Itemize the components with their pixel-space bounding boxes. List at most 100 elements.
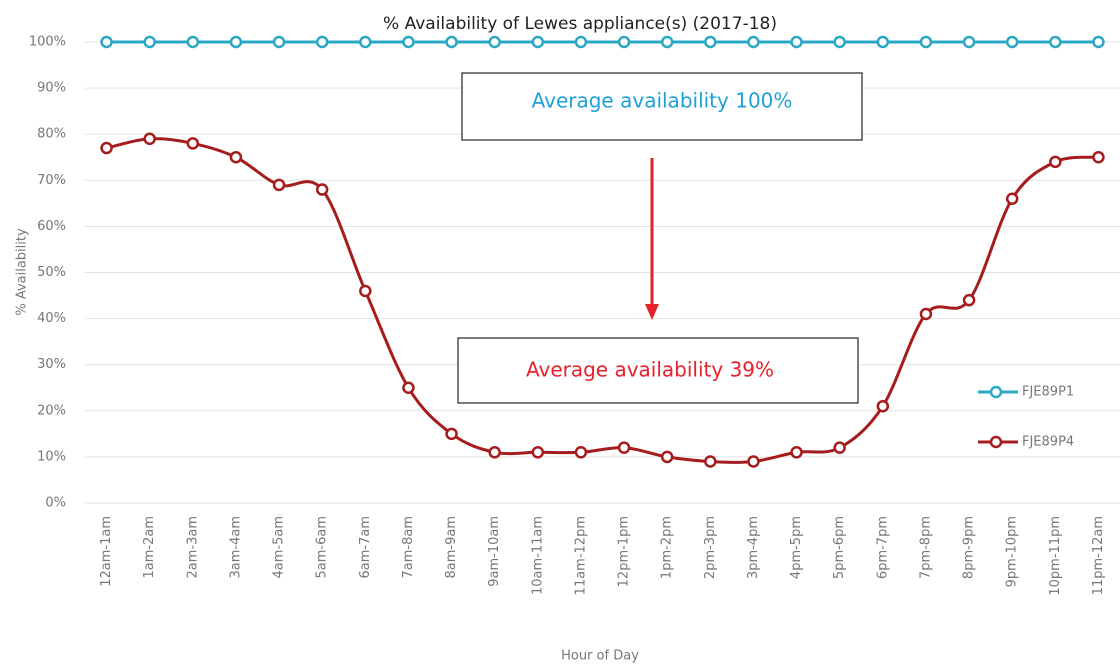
data-point xyxy=(876,35,890,49)
data-point xyxy=(747,35,760,49)
data-point xyxy=(488,446,501,459)
annotation: Average availability 39% xyxy=(526,358,774,382)
x-tick-label: 8pm-9pm xyxy=(962,516,977,579)
y-tick-label: 90% xyxy=(37,81,66,96)
x-tick-label: 10pm-11pm xyxy=(1048,516,1063,596)
legend-label: FJE89P1 xyxy=(1022,385,1074,400)
data-point xyxy=(272,178,286,192)
data-point xyxy=(660,35,674,49)
data-point xyxy=(833,441,846,454)
data-point xyxy=(272,35,286,49)
data-point xyxy=(919,35,933,49)
legend-marker xyxy=(989,435,1003,449)
arrow-head xyxy=(645,304,659,320)
data-point xyxy=(876,399,890,413)
x-tick-label: 12am-1am xyxy=(99,516,114,587)
y-tick-label: 20% xyxy=(37,403,66,418)
x-tick-label: 4am-5am xyxy=(272,516,287,579)
annotation: Average availability 100% xyxy=(532,89,793,113)
data-point xyxy=(660,450,674,464)
y-tick-label: 50% xyxy=(37,265,66,280)
x-tick-label: 7pm-8pm xyxy=(918,516,933,579)
data-point xyxy=(229,151,243,164)
data-point xyxy=(186,35,200,49)
annotation-box xyxy=(461,72,863,141)
x-tick-label: 7am-8am xyxy=(401,516,416,579)
data-point xyxy=(574,35,588,49)
x-tick-label: 12pm-1pm xyxy=(617,516,632,587)
x-tick-label: 5am-6am xyxy=(315,516,330,579)
data-point xyxy=(100,141,113,155)
data-point xyxy=(1005,192,1019,205)
data-point xyxy=(1049,35,1062,49)
x-axis-label: Hour of Day xyxy=(561,649,639,664)
annotations: Average availability 100% Average availa… xyxy=(457,72,863,404)
x-tick-label: 4pm-5pm xyxy=(789,516,804,579)
legend-label: FJE89P4 xyxy=(1022,435,1074,450)
y-axis-label: % Availability xyxy=(15,228,30,316)
data-point xyxy=(402,381,415,394)
x-tick-label: 9am-10am xyxy=(487,516,502,587)
data-point xyxy=(359,284,372,298)
data-point xyxy=(186,137,200,150)
data-point xyxy=(402,35,415,49)
data-point xyxy=(574,446,588,459)
series-line xyxy=(106,137,1099,464)
x-tick-label: 5pm-6pm xyxy=(832,516,847,579)
x-tick-label: 1pm-2pm xyxy=(660,516,675,579)
legend-marker xyxy=(989,385,1003,399)
data-point xyxy=(617,35,631,49)
data-point xyxy=(833,35,846,49)
data-point xyxy=(962,293,976,307)
x-tick-label: 8am-9am xyxy=(444,516,459,579)
data-point xyxy=(143,35,156,49)
y-tick-label: 100% xyxy=(29,35,66,50)
y-tick-label: 30% xyxy=(37,357,66,372)
x-tick-label: 2am-3am xyxy=(185,516,200,579)
data-point xyxy=(100,35,113,49)
data-point xyxy=(790,446,803,459)
x-tick-label: 3pm-4pm xyxy=(746,516,761,579)
y-tick-label: 60% xyxy=(37,219,66,234)
y-tick-label: 80% xyxy=(37,127,66,142)
x-tick-label: 6pm-7pm xyxy=(875,516,890,579)
x-tick-label: 3am-4am xyxy=(228,516,243,579)
data-point xyxy=(531,446,545,459)
plot-area: 0% 10% 20% 30% 40% 50% 60% 70% 80% 90% 100% 12am-1a… xyxy=(29,35,1120,596)
data-point xyxy=(962,35,976,49)
x-tick-label: 1am-2am xyxy=(142,516,157,579)
data-point xyxy=(315,183,329,196)
x-tick-label: 9pm-10pm xyxy=(1005,516,1020,587)
y-tick-label: 40% xyxy=(37,311,66,326)
x-tick-label: 6am-7am xyxy=(358,516,373,579)
data-point xyxy=(919,307,933,321)
legend: FJE89P1 FJE89P4 xyxy=(978,385,1074,450)
data-point xyxy=(445,35,458,49)
x-tick-label: 10am-11am xyxy=(530,516,545,595)
data-point xyxy=(1005,35,1019,49)
data-point xyxy=(1092,35,1105,49)
data-point xyxy=(790,35,803,49)
data-point xyxy=(747,455,760,468)
data-point xyxy=(359,35,372,49)
data-point xyxy=(704,455,717,468)
annotation-box xyxy=(457,337,859,404)
y-tick-label: 10% xyxy=(37,449,66,464)
data-point xyxy=(229,35,243,49)
data-point xyxy=(488,35,501,49)
data-point xyxy=(1049,155,1062,169)
x-tick-label: 11pm-12am xyxy=(1091,516,1106,595)
data-point xyxy=(315,35,329,49)
y-tick-label: 0% xyxy=(45,496,66,511)
data-point xyxy=(445,427,458,441)
data-point xyxy=(143,132,156,146)
data-point xyxy=(531,35,545,49)
x-tick-label: 11am-12pm xyxy=(573,516,588,595)
chart-title: % Availability of Lewes appliance(s) (20… xyxy=(383,14,777,34)
data-point xyxy=(704,35,717,49)
x-tick-label: 2pm-3pm xyxy=(703,516,718,579)
data-point xyxy=(617,441,631,454)
data-point xyxy=(1092,151,1105,164)
